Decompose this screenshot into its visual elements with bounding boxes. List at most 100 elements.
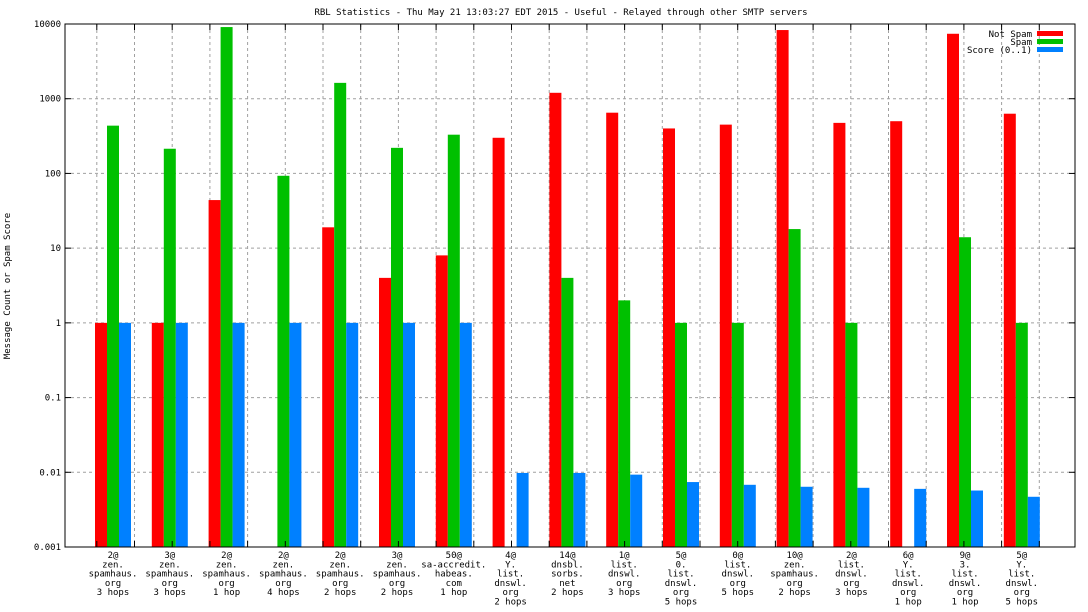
bars — [95, 27, 1040, 548]
bar-spam — [1015, 322, 1028, 547]
x-tick-label: org — [786, 579, 802, 589]
x-tick-label: spamhaus. — [145, 570, 194, 580]
bar-not-spam — [606, 112, 619, 548]
x-tick-label: habeas. — [435, 570, 473, 580]
x-tick-label: 3@ — [392, 551, 403, 561]
bar-not-spam — [379, 277, 391, 547]
bar-spam — [277, 175, 290, 548]
bar-spam — [220, 27, 233, 548]
bar-score- — [971, 490, 983, 547]
bar-spam — [845, 322, 858, 547]
x-tick-label: zen. — [273, 560, 295, 570]
x-tick-label: org — [900, 588, 916, 598]
x-tick-label: 50@ — [446, 551, 463, 561]
x-tick-label: 3@ — [164, 551, 175, 561]
bar-score- — [630, 474, 643, 547]
x-tick-label: net — [559, 579, 575, 589]
x-tick-label: spamhaus. — [373, 570, 422, 580]
bar-score- — [687, 482, 699, 547]
x-tick-label: 2@ — [278, 551, 289, 561]
bar-spam — [959, 237, 971, 547]
x-tick-label: list. — [667, 570, 694, 580]
x-tick-label: Y. — [1016, 560, 1027, 570]
y-axis-label: Message Count or Spam Score — [3, 213, 13, 359]
x-tick-label: 3 hops — [154, 588, 187, 598]
bar-spam — [447, 134, 460, 547]
x-tick-label: 2@ — [221, 551, 232, 561]
bar-not-spam — [492, 137, 505, 547]
x-tick-label: 5 hops — [665, 598, 698, 608]
bar-not-spam — [890, 121, 903, 547]
bar-score- — [516, 472, 529, 547]
x-tick-label: 5 hops — [1006, 598, 1039, 608]
bar-score- — [857, 487, 870, 547]
x-tick-label: 2 hops — [778, 588, 811, 598]
x-tick-label: dnswl. — [665, 579, 698, 589]
bar-score- — [289, 322, 302, 547]
x-tick-label: 9@ — [960, 551, 971, 561]
x-tick-label: list. — [497, 570, 524, 580]
y-tick-label: 0.01 — [39, 468, 61, 478]
x-tick-label: list. — [1008, 570, 1035, 580]
x-tick-label: dnswl. — [892, 579, 925, 589]
y-tick-label: 1000 — [39, 95, 61, 105]
x-tick-label: spamhaus. — [89, 570, 138, 580]
x-tick-label: 1 hop — [951, 598, 978, 608]
bar-score- — [743, 484, 756, 547]
x-tick-label: Y. — [903, 560, 914, 570]
x-tick-label: 3 hops — [608, 588, 641, 598]
x-tick-label: org — [105, 579, 121, 589]
x-tick-label: 2@ — [846, 551, 857, 561]
y-tick-label: 10000 — [34, 20, 61, 30]
y-tick-label: 0.1 — [45, 394, 61, 404]
x-tick-label: list. — [724, 560, 751, 570]
legend-swatch — [1037, 39, 1063, 44]
bar-not-spam — [1003, 113, 1016, 547]
x-tick-label: 2@ — [335, 551, 346, 561]
bar-not-spam — [833, 122, 846, 548]
legend-label: Not Spam — [989, 30, 1032, 40]
bar-score- — [119, 322, 131, 547]
x-tick-label: org — [502, 588, 518, 598]
x-tick-label: 0@ — [732, 551, 743, 561]
x-tick-label: dnswl. — [1006, 579, 1039, 589]
bar-score- — [459, 322, 472, 547]
x-tick-label: com — [446, 579, 462, 589]
x-tick-label: list. — [611, 560, 638, 570]
bar-spam — [334, 82, 347, 547]
bar-spam — [731, 322, 744, 547]
bar-spam — [788, 229, 801, 547]
x-tick-label: org — [332, 579, 348, 589]
x-tick-label: zen. — [329, 560, 351, 570]
x-tick-label: zen. — [784, 560, 806, 570]
x-tick-label: list. — [838, 560, 865, 570]
plot-frame — [64, 23, 1076, 548]
bar-score- — [403, 322, 415, 547]
legend-label: Score (0..1) — [967, 46, 1032, 56]
x-tick-label: org — [673, 588, 689, 598]
x-tick-label: org — [218, 579, 234, 589]
x-tick-label: sorbs. — [551, 570, 584, 580]
bar-not-spam — [208, 200, 221, 547]
bar-spam — [391, 147, 403, 547]
bar-not-spam — [322, 227, 335, 547]
bar-not-spam — [663, 128, 675, 547]
bar-not-spam — [947, 33, 959, 547]
x-tick-label: org — [389, 579, 405, 589]
x-tick-label: zen. — [159, 560, 181, 570]
x-tick-label: 10@ — [786, 551, 803, 561]
y-tick-label: 100 — [45, 169, 61, 179]
y-tick-label: 0.001 — [34, 543, 61, 553]
x-tick-label: 1 hop — [440, 588, 467, 598]
x-tick-label: org — [616, 579, 632, 589]
legend-swatch — [1037, 47, 1063, 52]
x-tick-label: zen. — [386, 560, 408, 570]
x-tick-label: 14@ — [559, 551, 576, 561]
x-tick-label: 5 hops — [722, 588, 755, 598]
x-tick-label: dnsbl. — [551, 560, 584, 570]
x-tick-label: 1@ — [619, 551, 630, 561]
bar-spam — [163, 148, 176, 547]
